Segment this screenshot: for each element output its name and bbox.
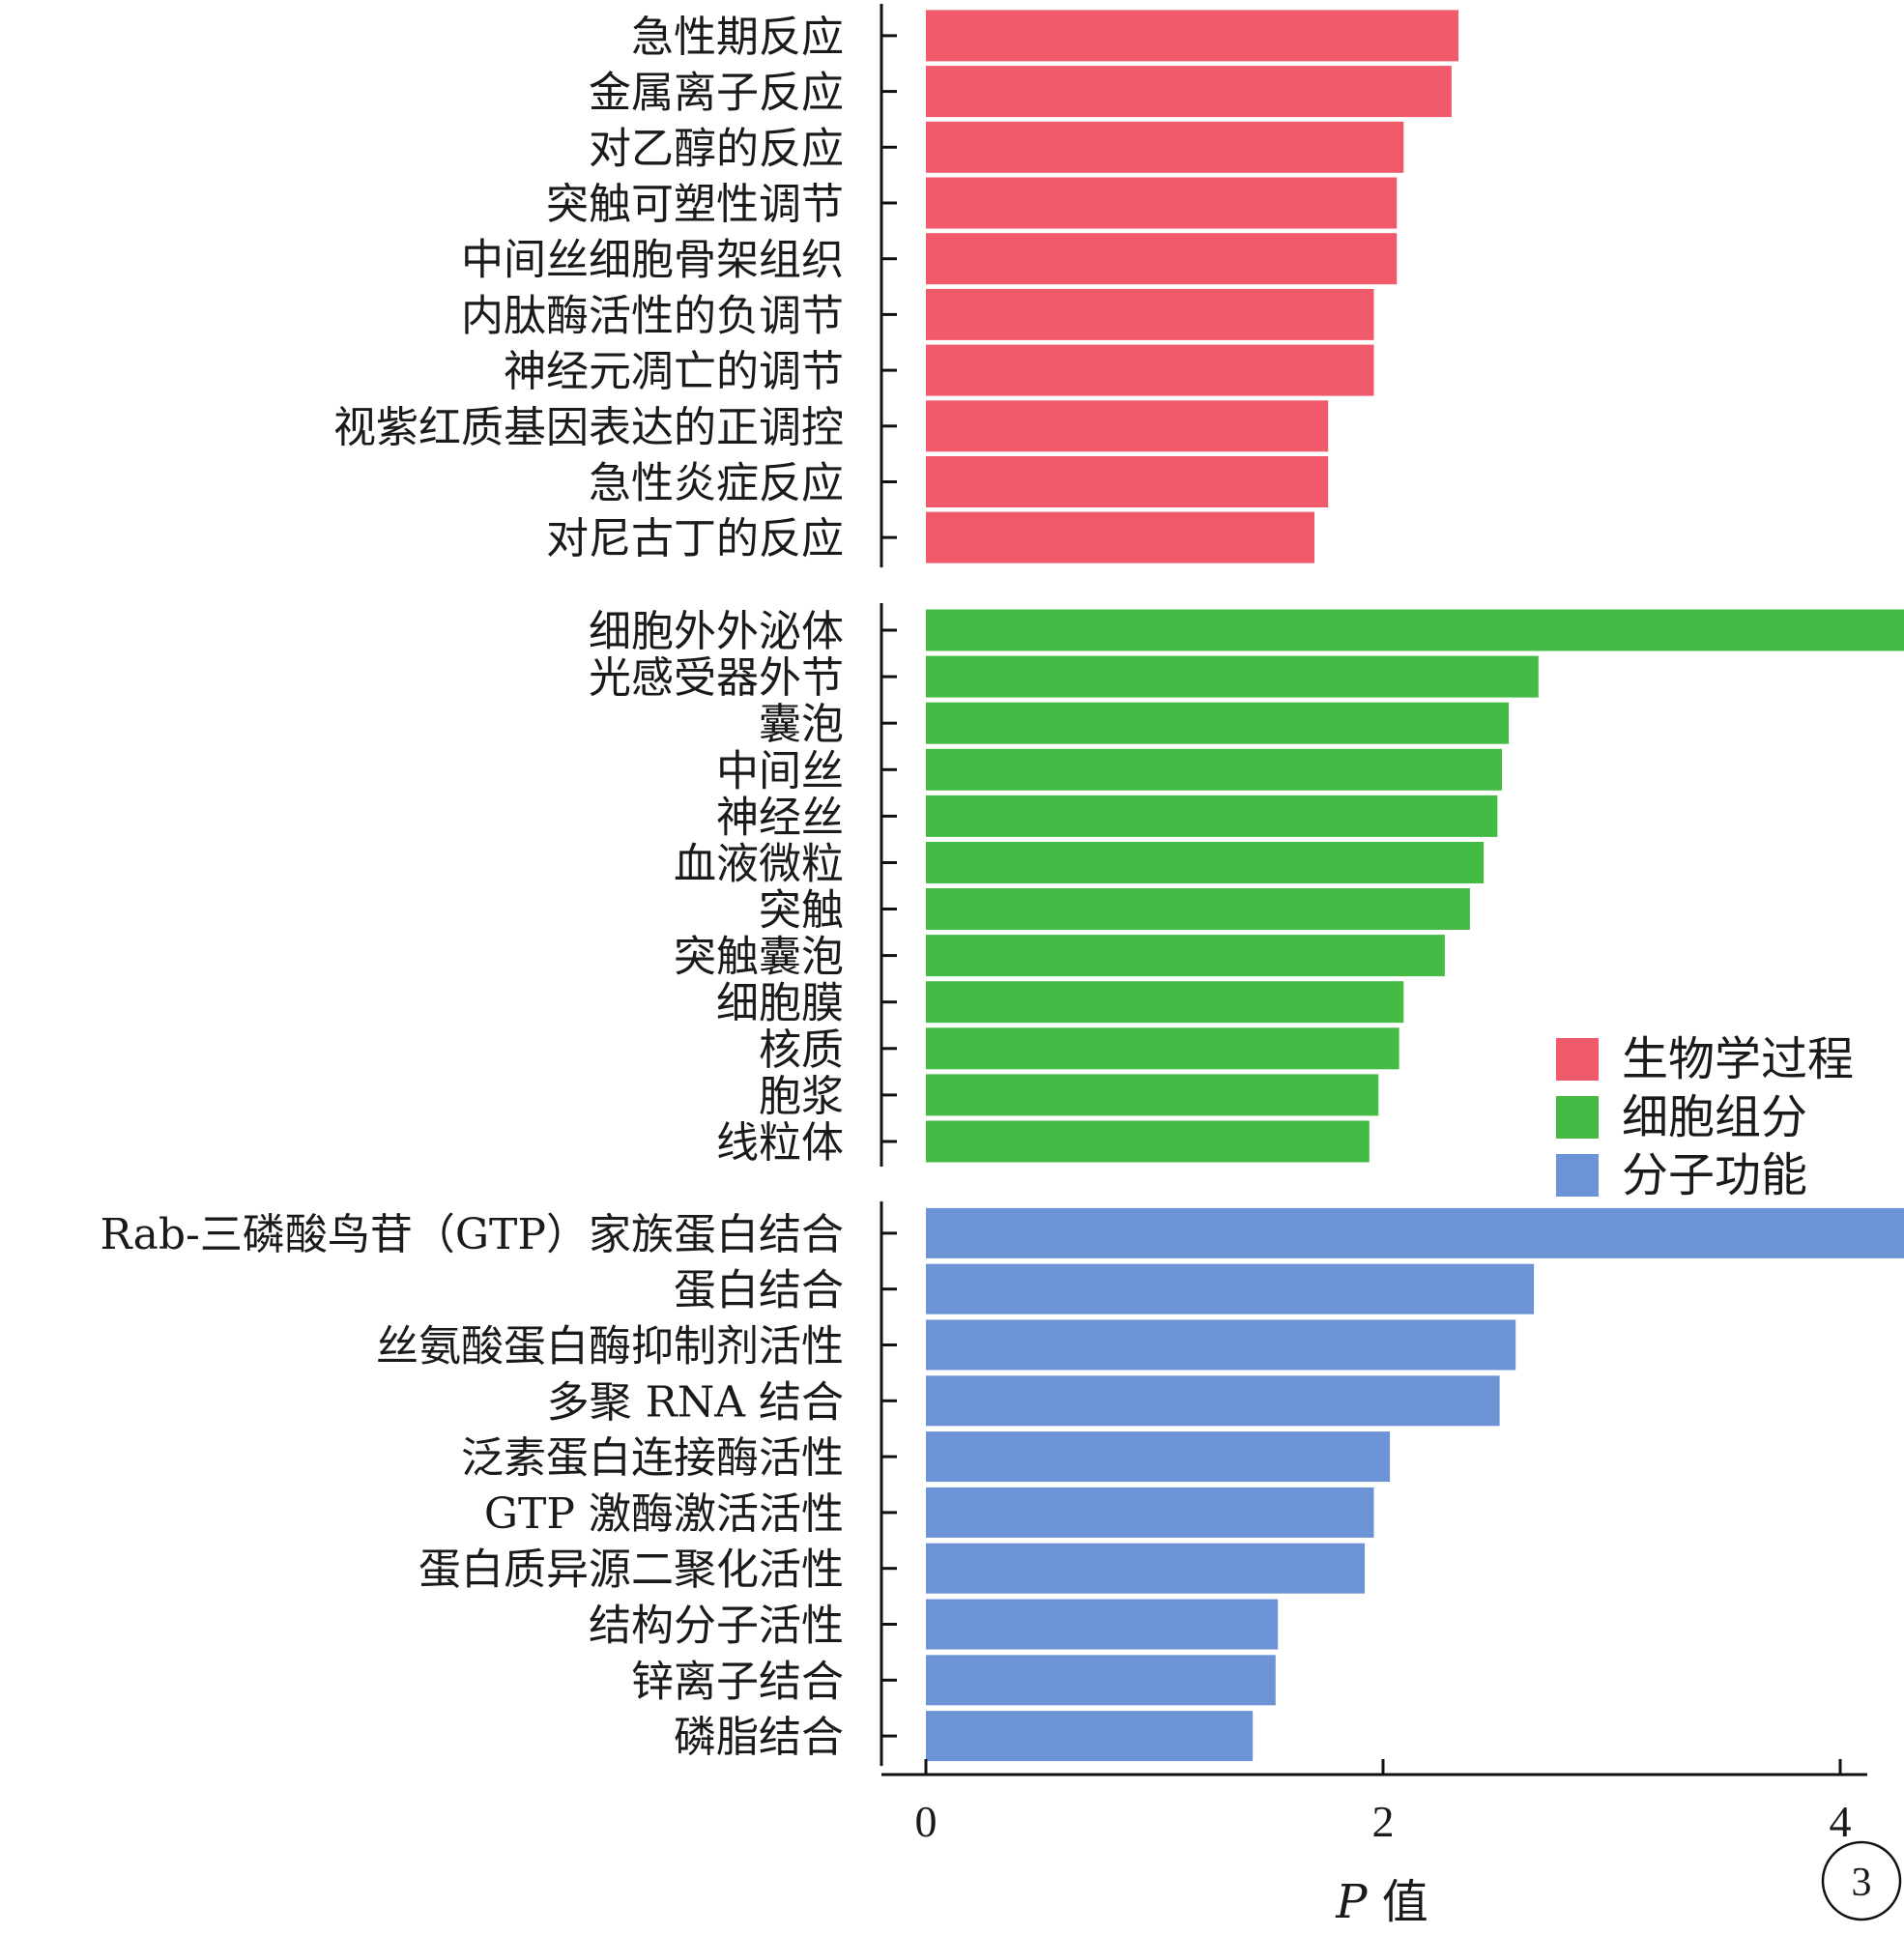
panel-number-badge: 3 xyxy=(1821,1840,1902,1921)
bar xyxy=(926,842,1485,883)
category-label: 对乙醇的反应 xyxy=(589,124,844,173)
bar xyxy=(926,1120,1370,1163)
x-axis: 02468 xyxy=(881,1759,1867,1846)
category-label: 囊泡 xyxy=(759,700,844,749)
bar xyxy=(926,66,1452,118)
bar xyxy=(926,609,1904,651)
bar xyxy=(926,10,1458,62)
bar xyxy=(926,655,1539,698)
legend-swatch xyxy=(1556,1096,1599,1139)
legend-swatch xyxy=(1556,1038,1599,1081)
category-label: 血液微粒 xyxy=(674,840,844,889)
category-label: 内肽酶活性的负调节 xyxy=(461,291,844,340)
x-tick-label: 0 xyxy=(915,1797,938,1846)
bar xyxy=(926,233,1398,285)
category-label: 中间丝细胞骨架组织 xyxy=(461,236,844,285)
category-labels-layer: 急性期反应金属离子反应对乙醇的反应突触可塑性调节中间丝细胞骨架组织内肽酶活性的负… xyxy=(100,13,844,1762)
bar xyxy=(926,1375,1500,1427)
category-label: 磷脂结合 xyxy=(674,1713,844,1762)
bar xyxy=(926,1487,1374,1538)
category-label: 多聚 RNA 结合 xyxy=(547,1377,844,1427)
category-label: 神经丝 xyxy=(716,793,844,842)
bar xyxy=(926,702,1510,744)
x-axis-title-rest: 值 xyxy=(1368,1875,1428,1929)
bar xyxy=(926,748,1502,791)
bar xyxy=(926,1027,1399,1070)
category-label: 锌离子结合 xyxy=(631,1657,844,1706)
x-tick-label: 4 xyxy=(1830,1797,1852,1846)
bar xyxy=(926,121,1404,173)
bar xyxy=(926,456,1329,507)
bar xyxy=(926,177,1398,229)
legend-swatch xyxy=(1556,1154,1599,1197)
bar xyxy=(926,1431,1391,1483)
category-label: 中间丝 xyxy=(716,746,844,795)
category-label: 视紫红质基因表达的正调控 xyxy=(333,403,844,452)
category-label: 突触可塑性调节 xyxy=(546,180,844,229)
category-label: 急性炎症反应 xyxy=(589,459,844,508)
legend-label: 生物学过程 xyxy=(1622,1032,1854,1086)
bar xyxy=(926,1655,1276,1706)
category-label: 丝氨酸蛋白酶抑制剂活性 xyxy=(376,1322,844,1372)
x-axis-title: P 值 xyxy=(1335,1875,1428,1929)
category-label: 对尼古丁的反应 xyxy=(546,514,844,563)
category-label: 蛋白结合 xyxy=(674,1266,844,1315)
bar xyxy=(926,1599,1279,1650)
category-label: GTP 激酶激活活性 xyxy=(484,1489,844,1539)
category-label: 光感受器外节 xyxy=(589,653,844,703)
y-axis-layer xyxy=(880,4,897,1766)
category-label: 突触 xyxy=(759,886,844,936)
bar xyxy=(926,1543,1366,1594)
legend-label: 分子功能 xyxy=(1622,1148,1807,1202)
bar xyxy=(926,981,1404,1024)
category-label: 核质 xyxy=(759,1025,844,1075)
category-label: Rab-三磷酸鸟苷（GTP）家族蛋白结合 xyxy=(100,1210,844,1259)
bar xyxy=(926,1319,1516,1371)
category-label: 细胞外外泌体 xyxy=(589,607,844,656)
bar xyxy=(926,1074,1379,1116)
category-label: 胞浆 xyxy=(759,1072,844,1121)
category-label: 金属离子反应 xyxy=(589,69,844,118)
category-label: 神经元凋亡的调节 xyxy=(504,347,844,396)
category-label: 突触囊泡 xyxy=(674,933,844,982)
category-label: 蛋白质异源二聚化活性 xyxy=(418,1545,844,1595)
bar xyxy=(926,288,1374,340)
category-label: 泛素蛋白连接酶活性 xyxy=(461,1433,844,1483)
x-tick-label: 2 xyxy=(1372,1797,1395,1846)
panel-number: 3 xyxy=(1852,1861,1872,1905)
bar xyxy=(926,935,1445,977)
bar xyxy=(926,1207,1904,1258)
x-axis-title-italic: P xyxy=(1335,1875,1368,1929)
category-label: 急性期反应 xyxy=(631,13,844,62)
bar xyxy=(926,400,1329,452)
bar xyxy=(926,794,1498,837)
category-label: 线粒体 xyxy=(716,1118,844,1168)
bars-layer xyxy=(926,10,1904,1762)
legend-label: 细胞组分 xyxy=(1622,1090,1807,1144)
bar xyxy=(926,1711,1254,1762)
category-label: 结构分子活性 xyxy=(589,1602,844,1651)
bar xyxy=(926,344,1374,396)
bar xyxy=(926,1263,1535,1314)
bar xyxy=(926,511,1314,563)
bar xyxy=(926,888,1470,930)
panel-number-circle xyxy=(1821,1840,1902,1921)
category-label: 细胞膜 xyxy=(716,979,844,1028)
